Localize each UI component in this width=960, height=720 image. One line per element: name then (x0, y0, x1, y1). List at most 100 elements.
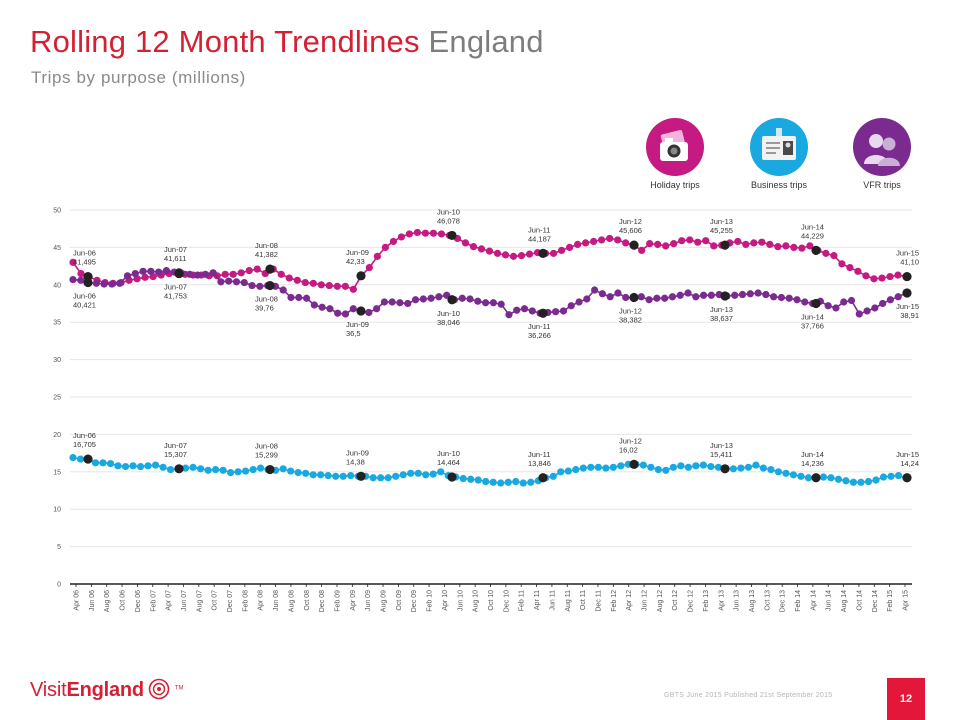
annotation-label: Jun-12 (619, 217, 642, 226)
data-point (668, 293, 677, 301)
june-marker (265, 280, 275, 291)
data-point (662, 466, 670, 474)
data-point (804, 474, 813, 482)
data-point (129, 462, 137, 470)
data-point (582, 239, 590, 247)
data-point (520, 305, 529, 313)
data-point (76, 455, 85, 463)
x-tick-label: Oct 10 (488, 590, 495, 611)
data-point (846, 263, 854, 272)
x-tick-label: Jun 10 (457, 590, 464, 611)
data-point (871, 304, 879, 312)
data-point (758, 238, 766, 246)
x-tick-label: Aug 11 (565, 590, 572, 612)
annotation-value: 36,266 (528, 331, 551, 340)
annotation-value: 44,187 (528, 234, 551, 243)
visitengland-logo: VisitEngland TM (30, 678, 184, 708)
data-point (384, 474, 392, 482)
data-point (684, 289, 692, 297)
annotation-value: 41,10 (900, 258, 919, 267)
june-marker (811, 245, 821, 255)
annotation-label: Jun-06 (73, 249, 96, 258)
data-point (381, 243, 389, 251)
annotation-label: Jun-06 (73, 292, 96, 301)
data-point (564, 467, 572, 475)
data-point (411, 296, 420, 304)
data-point (489, 299, 497, 307)
data-point (686, 236, 694, 244)
annotation-label: Jun-12 (619, 307, 642, 316)
data-point (217, 278, 225, 286)
data-point (862, 272, 870, 280)
june-marker (902, 271, 912, 282)
data-point (797, 472, 805, 480)
data-point (645, 296, 653, 304)
annotation-label: Jun-14 (801, 450, 824, 459)
data-point (770, 293, 778, 301)
annotation-label: Jun-08 (255, 241, 278, 250)
page-number: 12 (887, 678, 925, 720)
data-point (785, 294, 793, 302)
data-point (377, 474, 385, 482)
data-point (349, 285, 357, 293)
data-point (181, 464, 190, 472)
x-tick-label: Feb 08 (242, 590, 249, 612)
x-tick-label: Feb 13 (703, 590, 710, 612)
data-point (240, 278, 248, 287)
data-point (609, 463, 617, 471)
data-point (139, 267, 147, 275)
data-point (193, 271, 202, 279)
june-marker (83, 454, 93, 464)
annotation-label: Jun-13 (710, 441, 733, 450)
annotation-value: 14,38 (346, 457, 365, 466)
data-point (762, 290, 770, 299)
data-point (617, 462, 625, 470)
data-point (242, 467, 250, 475)
data-point (234, 468, 242, 476)
data-point (373, 305, 381, 313)
data-point (847, 296, 856, 305)
data-point (123, 272, 132, 280)
data-point (147, 267, 155, 275)
legend-holiday: Holiday trips (625, 118, 725, 190)
data-point (864, 477, 873, 486)
data-point (77, 276, 85, 284)
june-marker (356, 271, 366, 281)
data-point (782, 469, 790, 477)
y-tick-label: 30 (53, 357, 61, 364)
x-tick-label: Apr 11 (534, 590, 541, 610)
june-marker (629, 459, 639, 469)
data-point (162, 266, 171, 275)
june-marker (902, 473, 912, 483)
data-point (734, 237, 742, 246)
x-tick-label: Dec 10 (503, 590, 510, 612)
x-tick-label: Feb 10 (427, 590, 434, 612)
june-marker (265, 264, 275, 274)
data-point (789, 471, 798, 479)
data-point (388, 298, 396, 306)
annotation-label: Jun-10 (437, 449, 460, 458)
y-tick-label: 0 (57, 582, 61, 589)
data-point (870, 275, 878, 283)
data-point (131, 269, 139, 278)
x-tick-label: Jun 07 (181, 590, 188, 611)
data-point (310, 301, 318, 309)
data-point (309, 279, 317, 287)
logo-part2: England (66, 679, 144, 701)
data-point (219, 466, 227, 474)
data-point (528, 307, 536, 315)
annotation-value: 38,046 (437, 318, 460, 327)
x-tick-label: Feb 15 (887, 590, 894, 612)
data-point (806, 242, 814, 250)
legend-label: VFR trips (863, 180, 901, 190)
y-tick-label: 35 (53, 320, 61, 327)
data-point (317, 281, 325, 289)
data-point (606, 293, 614, 301)
data-point (653, 294, 661, 302)
data-point (894, 471, 903, 480)
data-point (559, 307, 568, 315)
annotation-value: 37,766 (801, 322, 824, 331)
annotation-value: 41,611 (164, 254, 186, 263)
annotation-label: Jun-14 (801, 222, 824, 231)
data-point (746, 290, 754, 298)
